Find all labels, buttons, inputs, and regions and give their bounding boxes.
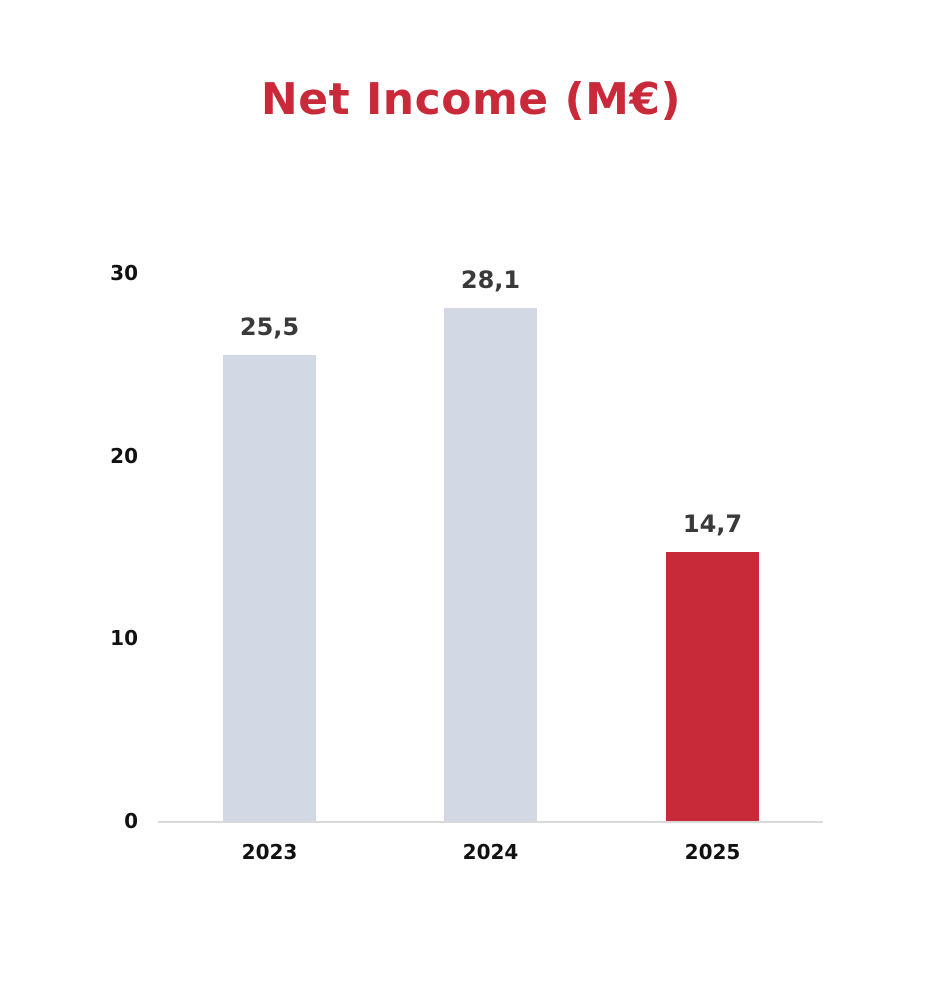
chart-title: Net Income (M€)	[260, 74, 682, 125]
x-label-2025: 2025	[684, 840, 741, 864]
y-tick-10: 10	[110, 626, 138, 650]
x-label-2023: 2023	[241, 840, 298, 864]
data-label-2023: 25,5	[239, 313, 300, 342]
x-label-2024: 2024	[462, 840, 519, 864]
y-tick-20: 20	[110, 444, 138, 468]
bar-2025	[666, 552, 759, 821]
bar-2024	[444, 307, 537, 821]
y-tick-30: 30	[110, 261, 138, 285]
y-tick-0: 0	[124, 809, 138, 833]
x-axis-line	[158, 821, 823, 823]
bar-2023	[223, 355, 316, 821]
data-label-2025: 14,7	[682, 510, 743, 539]
data-label-2024: 28,1	[460, 265, 521, 294]
